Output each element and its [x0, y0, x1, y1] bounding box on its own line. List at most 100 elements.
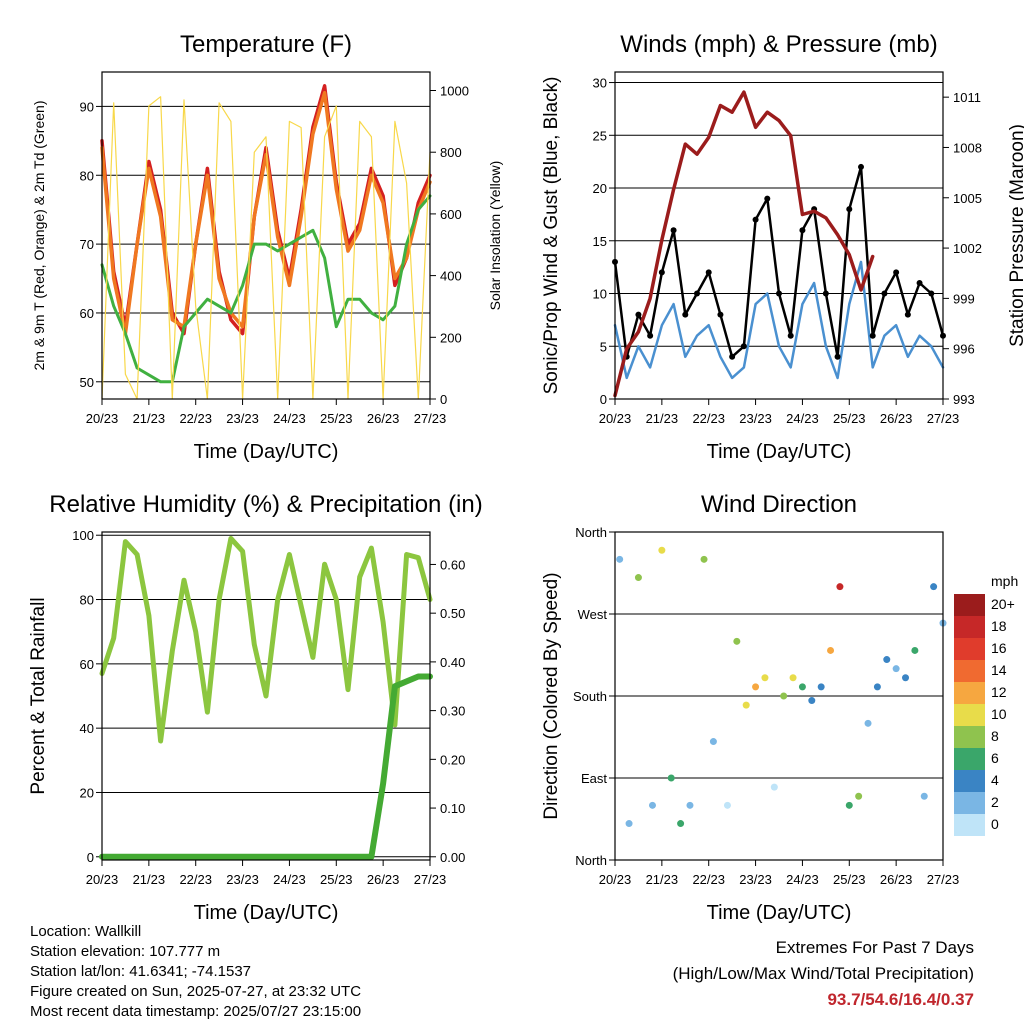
y-right-tick-label: 999	[953, 291, 975, 306]
extremes-subtitle: (High/Low/Max Wind/Total Precipitation)	[672, 964, 974, 983]
y-right-tick-label: 996	[953, 342, 975, 357]
x-tick-label: 21/23	[133, 411, 166, 426]
x-tick-label: 23/23	[226, 872, 259, 887]
direction-point	[634, 574, 642, 582]
legend-label: 8	[991, 728, 999, 744]
gust-point	[893, 269, 900, 276]
gust-point	[647, 332, 654, 339]
direction-point	[827, 646, 835, 654]
direction-point	[845, 801, 853, 809]
direction-point	[761, 674, 769, 682]
direction-point	[648, 801, 656, 809]
gust-point	[740, 343, 747, 350]
station-latlon: Station lat/lon: 41.6341; -74.1537	[30, 963, 252, 980]
direction-point	[625, 820, 633, 828]
y-tick-label: 30	[593, 76, 607, 91]
legend-swatch	[954, 814, 985, 836]
x-tick-label: 25/23	[833, 411, 866, 426]
y-tick-label: 80	[80, 168, 94, 183]
legend-swatch	[954, 594, 985, 616]
chart-title: Relative Humidity (%) & Precipitation (i…	[49, 491, 482, 518]
direction-point	[873, 683, 881, 691]
x-tick-label: 23/23	[226, 411, 259, 426]
x-tick-label: 24/23	[786, 872, 819, 887]
y-axis-label: 2m & 9m T (Red, Orange) & 2m Td (Green)	[31, 101, 47, 371]
legend-label: 12	[991, 684, 1007, 700]
y-tick-label: 80	[80, 593, 94, 608]
direction-point	[920, 792, 928, 800]
series-line	[101, 96, 431, 400]
gust-point	[787, 332, 794, 339]
legend-swatch	[954, 704, 985, 726]
gust-point	[682, 311, 689, 318]
legend-label: 16	[991, 640, 1007, 656]
direction-point	[780, 692, 788, 700]
y-tick-label: 20	[80, 785, 94, 800]
direction-point	[883, 656, 891, 664]
legend-swatch	[954, 660, 985, 682]
gust-point	[705, 269, 712, 276]
y-axis-label: Sonic/Prop Wind & Gust (Blue, Black)	[541, 77, 562, 395]
y-right-tick-label: 0.30	[440, 704, 465, 719]
x-tick-label: 22/23	[692, 411, 725, 426]
plot-frame	[614, 71, 944, 400]
series-line	[100, 84, 432, 336]
direction-point	[742, 701, 750, 709]
direction-point	[798, 683, 806, 691]
x-axis-label: Time (Day/UTC)	[707, 902, 852, 924]
legend-title: mph	[991, 573, 1018, 589]
direction-point	[855, 792, 863, 800]
station-location: Location: Wallkill	[30, 923, 142, 940]
y-right-tick-label: 1000	[440, 84, 469, 99]
gust-point	[799, 227, 806, 234]
series-line	[99, 535, 433, 744]
y-tick-label: 10	[593, 287, 607, 302]
y-tick-label: 5	[600, 339, 607, 354]
y-right-tick-label: 0.60	[440, 557, 465, 572]
direction-point	[930, 583, 938, 591]
y-tick-label: 25	[593, 128, 607, 143]
y-tick-label: 20	[593, 181, 607, 196]
y-axis-right-label: Solar Insolation (Yellow)	[487, 161, 503, 311]
y-right-tick-label: 1008	[953, 140, 982, 155]
x-tick-label: 22/23	[179, 411, 212, 426]
x-tick-label: 23/23	[739, 411, 772, 426]
gust-point	[635, 311, 642, 318]
x-tick-label: 21/23	[646, 872, 679, 887]
y-tick-label: 15	[593, 234, 607, 249]
legend-label: 10	[991, 706, 1007, 722]
series-line	[100, 194, 432, 384]
gust-point	[729, 353, 736, 360]
x-tick-label: 22/23	[692, 872, 725, 887]
y-axis-label: Direction (Colored By Speed)	[541, 572, 562, 819]
series-line	[99, 673, 433, 860]
y-right-tick-label: 0.10	[440, 801, 465, 816]
y-right-tick-label: 1005	[953, 191, 982, 206]
series-line	[613, 260, 945, 380]
gust-point	[776, 290, 782, 297]
gust-point	[916, 279, 923, 286]
x-tick-label: 26/23	[880, 411, 913, 426]
y-tick-label: 40	[80, 721, 94, 736]
direction-point	[733, 637, 741, 645]
x-tick-label: 25/23	[320, 411, 353, 426]
y-tick-label: 60	[80, 657, 94, 672]
y-tick-label: 0	[87, 850, 94, 865]
x-tick-label: 20/23	[599, 411, 632, 426]
legend-swatch	[954, 770, 985, 792]
x-tick-label: 24/23	[273, 872, 306, 887]
x-tick-label: 24/23	[786, 411, 819, 426]
x-axis-label: Time (Day/UTC)	[707, 441, 852, 463]
series-line	[613, 90, 875, 398]
legend-swatch	[954, 726, 985, 748]
direction-point	[892, 665, 900, 673]
direction-point	[817, 683, 825, 691]
x-tick-label: 25/23	[320, 872, 353, 887]
legend-swatch	[954, 638, 985, 660]
gust-point	[846, 206, 853, 213]
direction-point	[723, 801, 731, 809]
y-tick-label: 60	[80, 306, 94, 321]
y-right-tick-label: 1011	[953, 90, 981, 105]
gust-point	[928, 290, 935, 297]
